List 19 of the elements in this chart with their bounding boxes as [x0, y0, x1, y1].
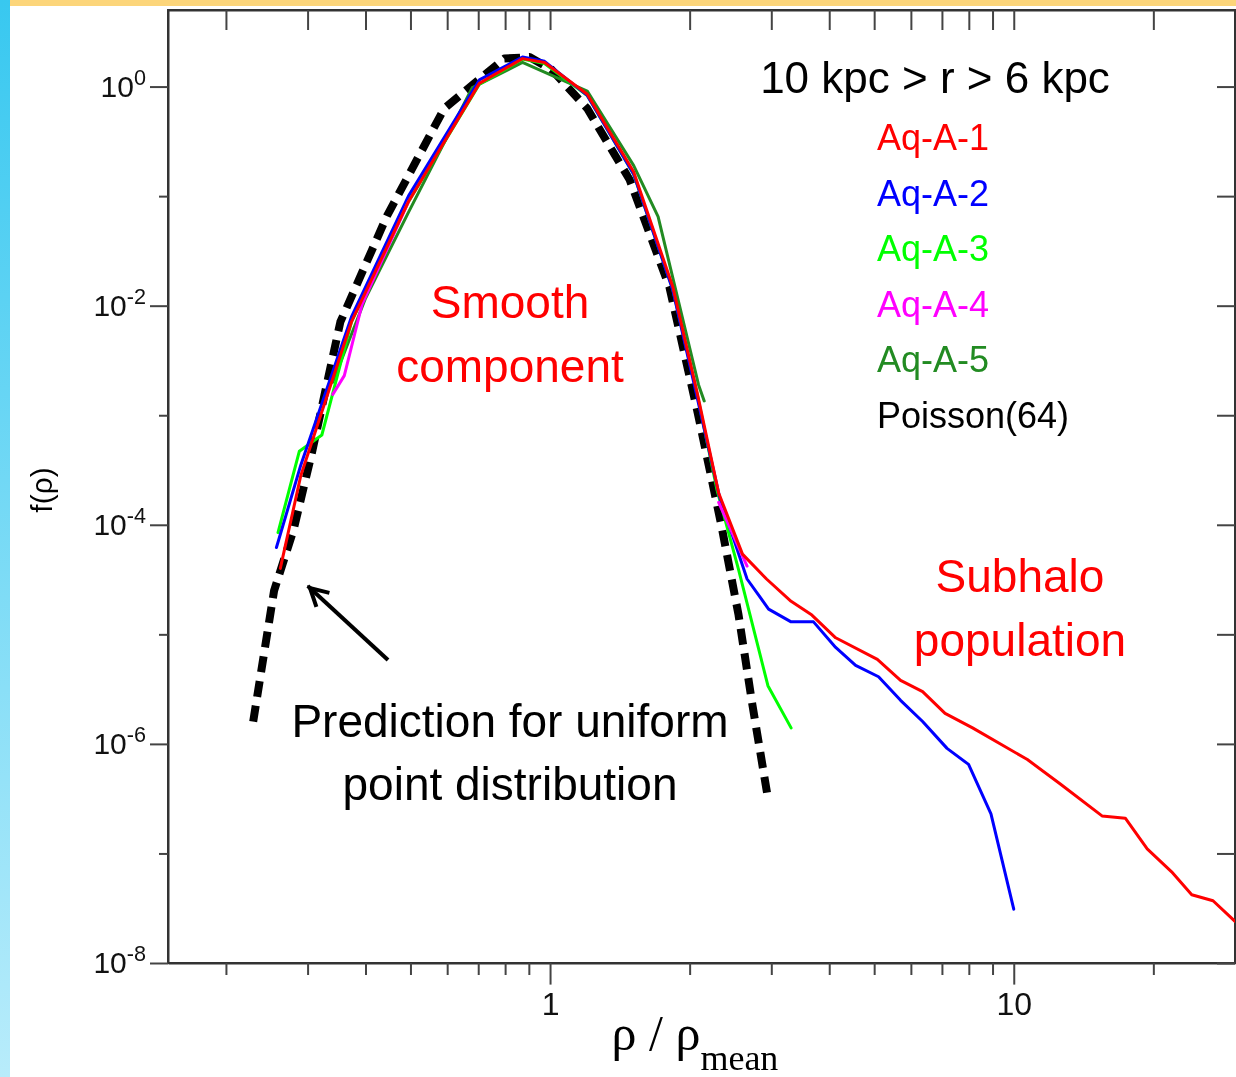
annotation: Prediction for uniform point distribution	[291, 695, 729, 810]
y-tick-label: 10$^{-8}$	[93, 940, 146, 980]
text: Aq-A-3	[877, 228, 990, 270]
text: Aq-A-2	[877, 172, 990, 214]
text: Aq-A-1	[877, 117, 990, 158]
annotation: Subhalo population	[913, 550, 1127, 666]
x-tick-label: 10	[996, 986, 1033, 1023]
x-tick-label: 1	[541, 986, 560, 1023]
text: Poisson(64)	[877, 395, 1070, 436]
text: Aq-A-4	[877, 283, 990, 325]
y-tick-label: 10$^{0}$	[100, 64, 146, 103]
y-axis-title: f(ρ)	[25, 467, 58, 513]
text: Aq-A-5	[877, 339, 990, 381]
y-tick-label: 10$^{-4}$	[93, 502, 146, 541]
x-axis-title: ρ / ρ$_{mean}$	[611, 1005, 779, 1077]
annotation: 10 kpc > r > 6 kpc	[760, 53, 1110, 102]
annotation: Smooth component	[396, 276, 625, 392]
y-tick-label: 10$^{-2}$	[93, 283, 146, 322]
y-tick-label: 10$^{-6}$	[93, 721, 146, 760]
